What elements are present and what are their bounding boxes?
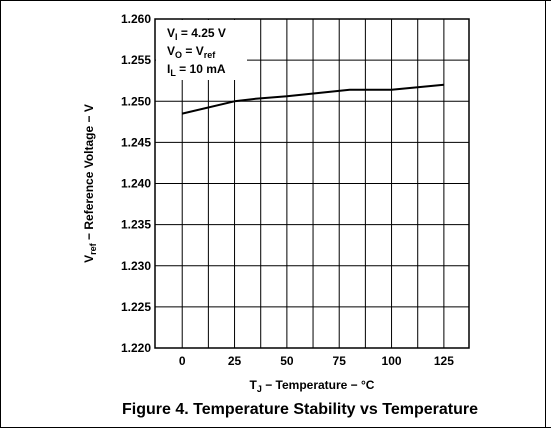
- y-tick-label: 1.220: [121, 341, 151, 355]
- series-line: [181, 83, 444, 115]
- y-tick-label: 1.240: [121, 177, 151, 191]
- y-tick-label: 1.245: [121, 135, 151, 149]
- x-tick-label: 100: [382, 354, 402, 368]
- frame-top-border: [0, 0, 551, 1]
- series-lines: [181, 83, 444, 115]
- condition-line: VI = 4.25 V: [167, 26, 226, 42]
- y-axis-label: Vref − Reference Voltage − V: [82, 104, 98, 263]
- y-tick-label: 1.255: [121, 53, 151, 67]
- plot-border: [154, 18, 470, 349]
- condition-line: VO = Vref: [167, 44, 216, 60]
- x-tick-labels: 0 25 50 75 100 125: [179, 354, 454, 368]
- x-tick-label: 0: [179, 354, 186, 368]
- frame-right-border: [545, 0, 546, 428]
- y-tick-labels: 1.220 1.225 1.230 1.235 1.240 1.245 1.250 1.255…: [121, 12, 151, 355]
- test-conditions: VI = 4.25 V VO = Vref IL = 10 mA: [167, 26, 226, 78]
- y-tick-label: 1.260: [121, 12, 151, 26]
- x-tick-label: 75: [333, 354, 347, 368]
- y-tick-label: 1.250: [121, 94, 151, 108]
- x-tick-label: 125: [434, 354, 454, 368]
- temperature-stability-chart: 1.220 1.225 1.230 1.235 1.240 1.245 1.250 1.255…: [82, 12, 470, 394]
- x-tick-label: 50: [280, 354, 294, 368]
- frame-left-border: [0, 0, 1, 428]
- y-tick-label: 1.230: [121, 259, 151, 273]
- x-axis-label: TJ − Temperature − °C: [250, 378, 375, 394]
- condition-line: IL = 10 mA: [167, 62, 226, 78]
- y-tick-label: 1.225: [121, 300, 151, 314]
- conditions-box: [156, 20, 247, 80]
- figure-caption: Figure 4. Temperature Stability vs Tempe…: [122, 401, 478, 418]
- x-tick-label: 25: [228, 354, 242, 368]
- y-tick-label: 1.235: [121, 218, 151, 232]
